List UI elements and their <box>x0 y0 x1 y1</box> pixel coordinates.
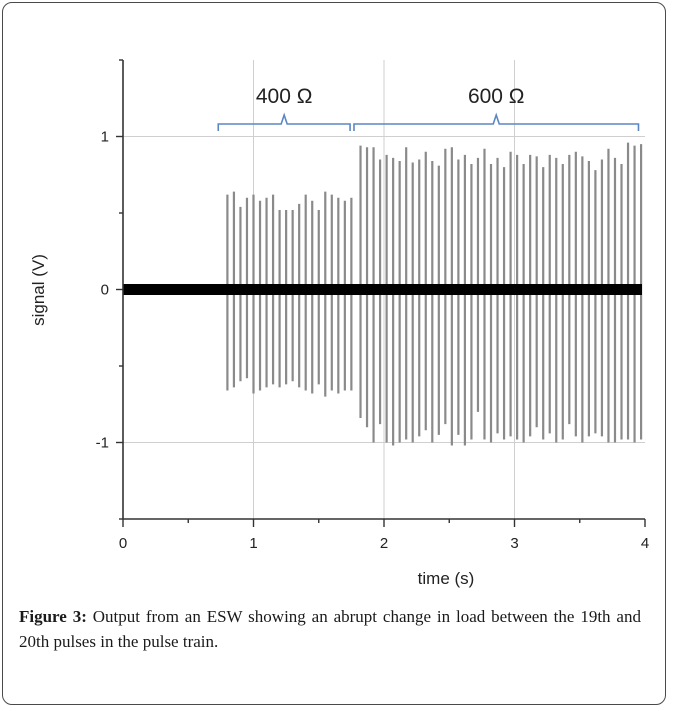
x-axis-label: time (s) <box>418 569 475 588</box>
figure-caption: Figure 3: Output from an ESW showing an … <box>19 604 641 654</box>
caption-text: Output from an ESW showing an abrupt cha… <box>19 607 641 651</box>
annotations: 400 Ω 600 Ω <box>217 85 640 131</box>
load-annotation-label: 400 Ω <box>256 85 313 108</box>
y-tick-label: 0 <box>101 282 109 299</box>
load-bracket <box>217 112 351 131</box>
x-tick-label: 3 <box>510 535 518 552</box>
x-tick-label: 2 <box>380 535 388 552</box>
axes: 0 1 2 3 4 1 0 -1 <box>96 59 649 552</box>
signal-chart: 0 1 2 3 4 1 0 -1 400 Ω 600 Ω time (s) signal (V) <box>29 59 649 588</box>
x-tick-label: 4 <box>641 535 649 552</box>
load-annotation-label: 600 Ω <box>468 85 525 108</box>
caption-label: Figure 3: <box>19 607 87 626</box>
y-axis-label: signal (V) <box>29 254 48 326</box>
y-tick-label: -1 <box>96 435 109 452</box>
y-tick-label: 1 <box>101 129 109 146</box>
x-tick-label: 1 <box>249 535 257 552</box>
load-bracket <box>353 112 640 131</box>
x-tick-label: 0 <box>119 535 127 552</box>
grid-lines <box>123 60 645 519</box>
